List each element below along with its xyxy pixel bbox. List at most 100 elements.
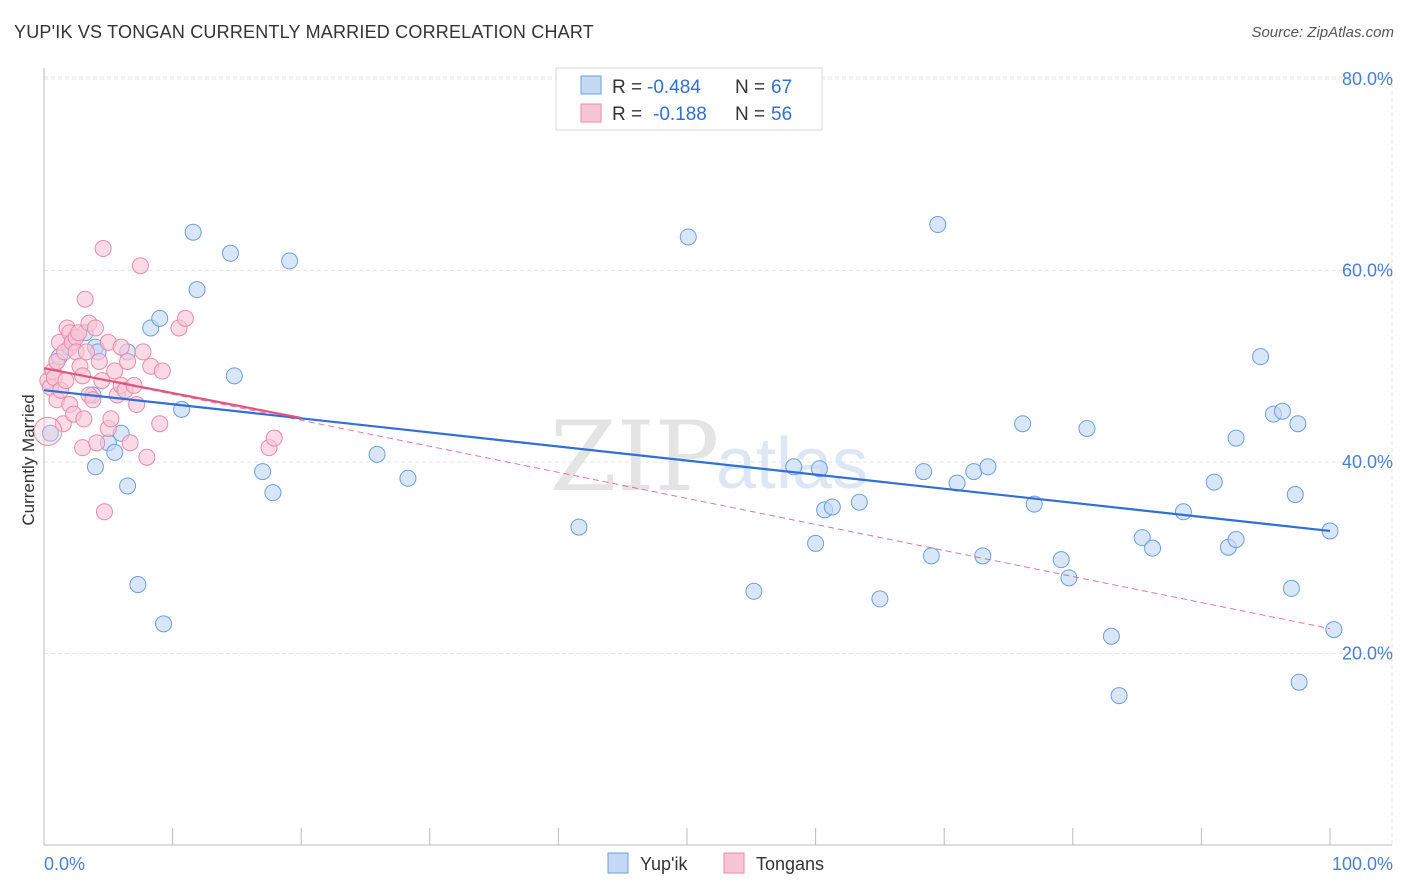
tongans-point-21: [74, 439, 92, 457]
y-tick-label-80: 80.0%: [1342, 69, 1393, 89]
yupik-point-39: [922, 547, 940, 565]
yupik-point-17: [155, 615, 173, 633]
yupik-point-55: [1205, 473, 1223, 491]
tongans-point-10: [57, 372, 75, 390]
tongans-point-43: [121, 434, 139, 452]
yupik-point-59: [1252, 348, 1270, 366]
yupik-point-50: [1102, 627, 1120, 645]
stats-r-label-tongans: R =: [612, 104, 642, 125]
stats-r-label-yupik: R =: [612, 77, 642, 98]
x-tick-labels: 0.0% 100.0%: [44, 854, 1393, 874]
y-tick-label-40: 40.0%: [1342, 452, 1393, 472]
stats-n-label-yupik: N =: [735, 77, 765, 98]
yupik-point-29: [679, 228, 697, 246]
tongans-point-23: [76, 290, 94, 308]
yupik-point-46: [1025, 495, 1043, 513]
yupik-point-24: [264, 484, 282, 502]
yupik-point-53: [1144, 539, 1162, 557]
stats-swatch-yupik: [580, 75, 602, 95]
yupik-point-54: [1174, 503, 1192, 521]
legend-swatch-yupik: [607, 852, 629, 874]
watermark-zip: ZIP: [550, 401, 719, 513]
tongans-point-32: [94, 239, 112, 257]
yupik-point-38: [915, 463, 933, 481]
yupik-point-25: [281, 252, 299, 270]
x-tick-label-100: 100.0%: [1332, 854, 1393, 874]
stats-n-value-yupik: 67: [771, 77, 792, 98]
yupik-point-0: [41, 424, 59, 442]
yupik-point-37: [871, 590, 889, 608]
yupik-point-57: [1227, 531, 1245, 549]
yupik-point-20: [188, 281, 206, 299]
tongans-point-33: [95, 503, 113, 521]
yupik-point-52: [1133, 529, 1151, 547]
tongans-point-large: [33, 416, 63, 446]
yupik-point-26: [368, 445, 386, 463]
stats-swatch-tongans: [580, 103, 602, 123]
yupik-point-43: [974, 547, 992, 565]
yupik-point-22: [225, 367, 243, 385]
yupik-point-8: [86, 458, 104, 476]
stats-legend: R = -0.484 N = 67 R = -0.188 N = 56: [555, 67, 823, 131]
y-tick-label-20: 20.0%: [1342, 644, 1393, 664]
tongans-point-29: [88, 434, 106, 452]
trend-yupik: [43, 389, 1331, 533]
x-tick-label-0: 0.0%: [44, 854, 85, 874]
yupik-point-14: [129, 576, 147, 594]
yupik-point-32: [807, 534, 825, 552]
tongans-point-37: [106, 362, 124, 380]
yupik-point-16: [151, 309, 169, 327]
yupik-point-49: [1078, 419, 1096, 437]
legend-label-yupik: Yup'ik: [640, 854, 688, 874]
legend-swatch-tongans: [723, 852, 745, 874]
yupik-point-19: [184, 223, 202, 241]
yupik-point-21: [221, 244, 239, 262]
series-tongans-points: [39, 239, 283, 521]
yupik-point-65: [1290, 673, 1308, 691]
yupik-point-27: [399, 469, 417, 487]
yupik-point-23: [254, 463, 272, 481]
yupik-point-35: [823, 498, 841, 516]
y-tick-labels: 20.0% 40.0% 60.0% 80.0%: [1342, 69, 1393, 664]
tongans-point-51: [153, 362, 171, 380]
stats-r-value-tongans: -0.188: [653, 104, 707, 125]
yupik-point-36: [850, 493, 868, 511]
data-points: [33, 216, 1343, 705]
yupik-point-51: [1110, 687, 1128, 705]
yupik-point-42: [965, 463, 983, 481]
tongans-point-40: [112, 338, 130, 356]
tongans-point-36: [102, 410, 120, 428]
legend-label-tongans: Tongans: [756, 854, 824, 874]
trend-lines: [43, 367, 1331, 630]
tongans-point-30: [90, 352, 108, 370]
yupik-point-67: [1325, 621, 1343, 639]
stats-n-value-tongans: 56: [771, 104, 792, 125]
yupik-point-40: [929, 216, 947, 234]
y-tick-label-60: 60.0%: [1342, 261, 1393, 281]
tongans-point-46: [131, 257, 149, 275]
tongans-point-53: [176, 309, 194, 327]
tongans-point-47: [134, 343, 152, 361]
yupik-point-63: [1286, 486, 1304, 504]
yupik-point-10: [106, 443, 124, 461]
yupik-point-45: [1014, 415, 1032, 433]
tongans-point-28: [86, 319, 104, 337]
yupik-point-47: [1052, 551, 1070, 569]
tongans-point-55: [265, 429, 283, 447]
tongans-point-50: [151, 415, 169, 433]
yupik-point-58: [1227, 429, 1245, 447]
y-axis-label: Currently Married: [19, 394, 38, 525]
yupik-point-33: [810, 460, 828, 478]
source-label: Source: ZipAtlas.com: [1251, 24, 1394, 41]
chart-title: YUP'IK VS TONGAN CURRENTLY MARRIED CORRE…: [14, 22, 594, 42]
tongans-point-24: [77, 343, 95, 361]
stats-n-label-tongans: N =: [735, 104, 765, 125]
axes: [43, 68, 1392, 846]
tongans-point-22: [75, 410, 93, 428]
yupik-point-48: [1060, 569, 1078, 587]
grid-lines: [44, 76, 1393, 845]
tongans-point-42: [119, 352, 137, 370]
yupik-point-64: [1289, 415, 1307, 433]
yupik-point-61: [1273, 402, 1291, 420]
